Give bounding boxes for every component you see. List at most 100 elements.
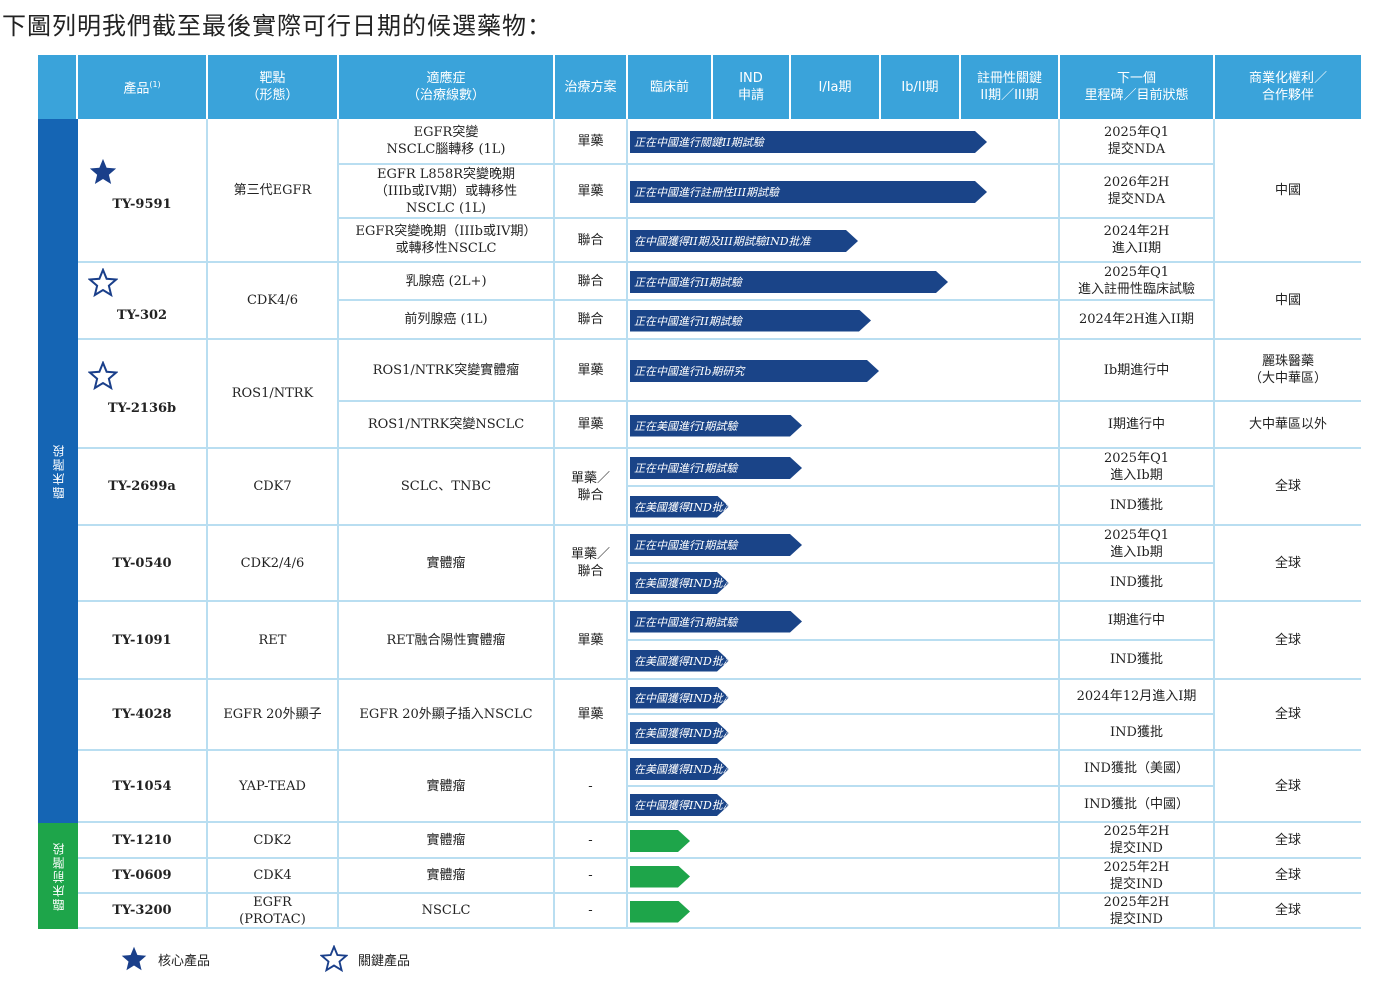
regimen-line: 單藥	[577, 133, 604, 149]
milestone-line: 2024年2H進入II期	[1079, 312, 1194, 327]
milestone: IND獲批	[1060, 715, 1215, 751]
milestone-line: 提交IND	[1110, 841, 1163, 856]
milestone: IND獲批（美國）	[1060, 751, 1215, 787]
regimen-line: 單藥	[577, 707, 604, 722]
outline-star-icon	[320, 945, 348, 973]
indication-line: EGFR突變晚期（IIIb或IV期）	[355, 224, 537, 239]
indication-line: 乳腺癌 (2L+)	[405, 273, 487, 289]
indication-line: ROS1/NTRK突變NSCLC	[367, 417, 525, 432]
milestone-line: 2025年Q1	[1103, 451, 1169, 466]
header-ind: IND 申請	[713, 55, 791, 119]
clinical-progress-bar: 在美國獲得IND批准	[630, 650, 729, 672]
commercial-rights: 麗珠醫藥 （大中華區）	[1215, 340, 1361, 402]
milestone: 2025年Q1 進入Ib期	[1060, 449, 1215, 487]
product-name-line: TY-1210	[112, 832, 172, 848]
preclinical-progress-bar	[630, 866, 690, 888]
milestone: 2025年2H 提交IND	[1060, 823, 1215, 859]
target: CDK7	[208, 449, 339, 526]
milestone-line: Ib期進行中	[1103, 362, 1170, 378]
commercial-rights-line: 大中華區以外	[1248, 417, 1327, 432]
indication-line: SCLC、TNBC	[400, 479, 492, 494]
target-line: ROS1/NTRK	[231, 386, 314, 401]
legend-key: 關鍵產品	[320, 945, 410, 973]
product-name: TY-2699a	[78, 449, 208, 526]
regimen-line: 聯合	[577, 232, 604, 248]
regimen-line: 單藥／	[570, 547, 610, 562]
commercial-rights: 中國	[1215, 263, 1361, 340]
regimen: 單藥／ 聯合	[555, 449, 628, 526]
regimen: 聯合	[555, 263, 628, 301]
clinical-progress-bar: 正在中國進行II期試驗	[630, 310, 871, 332]
indication: EGFR突變 NSCLC腦轉移 (1L)	[339, 119, 555, 165]
product-name-line: TY-2699a	[108, 479, 176, 494]
milestone-line: IND獲批（美國）	[1084, 760, 1189, 776]
header-pivotal: 註冊性關鍵 II期／III期	[961, 55, 1060, 119]
target-line: (PROTAC)	[239, 911, 306, 927]
product-name-line: TY-1091	[112, 632, 172, 648]
progress-lane	[628, 564, 1060, 602]
key-product-star-icon	[88, 267, 118, 297]
product-name-line: TY-3200	[112, 903, 172, 918]
target-line: EGFR 20外顯子	[223, 707, 322, 722]
indication-line: 實體瘤	[426, 555, 466, 571]
phase-preclinical-label: 臨床前階段	[38, 823, 78, 929]
regimen-line: 聯合	[577, 487, 604, 503]
milestone-line: IND獲批	[1110, 652, 1163, 667]
product-name: TY-0540	[78, 526, 208, 602]
commercial-rights: 中國	[1215, 119, 1361, 263]
regimen: 單藥	[555, 340, 628, 402]
product-name: TY-4028	[78, 680, 208, 751]
indication: EGFR突變晚期（IIIb或IV期） 或轉移性NSCLC	[339, 219, 555, 263]
commercial-rights: 全球	[1215, 602, 1361, 680]
regimen: 單藥	[555, 402, 628, 449]
milestone: 2024年2H進入II期	[1060, 301, 1215, 340]
progress-lane	[628, 859, 1060, 894]
regimen: 單藥	[555, 165, 628, 219]
milestone-line: 2025年2H	[1103, 894, 1170, 910]
regimen-line: 單藥	[577, 632, 604, 648]
product-name-line: TY-0540	[112, 555, 172, 571]
header-phase-cell	[38, 55, 78, 119]
milestone-line: IND獲批	[1110, 724, 1163, 740]
milestone-line: 提交IND	[1110, 911, 1163, 927]
filled-star-icon	[121, 946, 147, 971]
target-line: YAP-TEAD	[239, 778, 306, 794]
indication-line: EGFR突變	[413, 125, 479, 140]
milestone: I期進行中	[1060, 402, 1215, 449]
progress-lane	[628, 894, 1060, 929]
progress-lane	[628, 823, 1060, 859]
intro-text: 下圖列明我們截至最後實際可行日期的候選藥物：	[2, 12, 552, 40]
indication: EGFR L858R突變晚期 （IIIb或IV期）或轉移性 NSCLC (1L)	[339, 165, 555, 219]
indication-line: NSCLC (1L)	[406, 200, 486, 216]
product-name-line: TY-2136b	[107, 400, 177, 416]
indication-line: EGFR L858R突變晚期	[376, 166, 516, 182]
progress-lane	[628, 402, 1060, 449]
commercial-rights: 全球	[1215, 823, 1361, 859]
regimen-line: 單藥	[577, 183, 604, 199]
milestone: IND獲批	[1060, 641, 1215, 680]
regimen: 單藥	[555, 680, 628, 751]
clinical-progress-bar: 正在中國進行I期試驗	[630, 534, 802, 556]
legend-core: 核心產品	[120, 945, 210, 973]
clinical-progress-bar: 在中國獲得IND批准	[630, 794, 729, 816]
clinical-progress-bar: 正在中國進行I期試驗	[630, 457, 802, 479]
milestone: IND獲批	[1060, 487, 1215, 526]
regimen-line: -	[588, 778, 593, 794]
target: EGFR (PROTAC)	[208, 894, 339, 929]
clinical-progress-bar: 正在中國進行Ib期研究	[630, 360, 879, 382]
commercial-rights-line: 全球	[1274, 632, 1301, 648]
product-name-line: TY-302	[116, 307, 168, 323]
milestone-line: IND獲批（中國）	[1084, 796, 1189, 812]
milestone: 2025年Q1 進入註冊性臨床試驗	[1060, 263, 1215, 301]
product-name: TY-3200	[78, 894, 208, 929]
milestone: I期進行中	[1060, 602, 1215, 641]
target-line: RET	[258, 632, 287, 648]
commercial-rights: 全球	[1215, 751, 1361, 823]
commercial-rights-line: 全球	[1274, 555, 1301, 571]
indication: RET融合陽性實體瘤	[339, 602, 555, 680]
header-rights: 商業化權利／ 合作夥伴	[1215, 55, 1361, 119]
target: EGFR 20外顯子	[208, 680, 339, 751]
header-target: 靶點 （形態）	[208, 55, 339, 119]
indication-line: NSCLC	[421, 903, 471, 918]
